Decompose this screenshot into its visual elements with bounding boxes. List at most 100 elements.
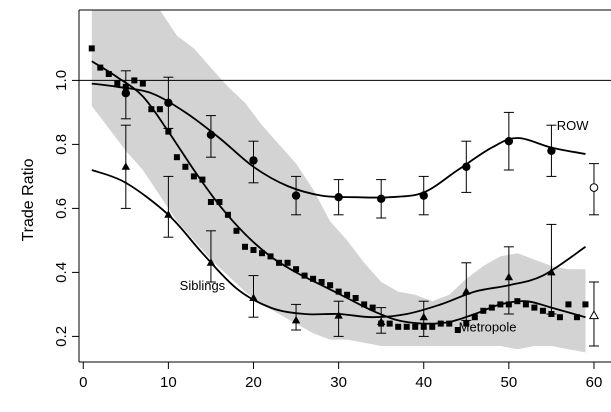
- point-metropole: [207, 199, 214, 205]
- point-row: [376, 194, 386, 203]
- point-metropole: [156, 106, 163, 113]
- point-metropole: [216, 199, 223, 205]
- point-metropole: [505, 301, 512, 308]
- point-metropole: [497, 301, 504, 308]
- point-metropole: [454, 327, 461, 333]
- point-siblings: [121, 162, 131, 170]
- point-metropole: [522, 301, 529, 308]
- point-metropole: [318, 279, 325, 285]
- point-metropole: [437, 320, 444, 327]
- point-metropole: [131, 77, 138, 84]
- point-siblings-endpoint: [588, 310, 600, 320]
- point-metropole: [301, 272, 308, 279]
- point-metropole: [556, 314, 563, 321]
- confidence-band: [91, 10, 586, 353]
- point-metropole: [327, 282, 334, 289]
- point-metropole: [352, 295, 359, 301]
- y-tick-label: 0.8: [53, 134, 70, 155]
- point-siblings: [504, 272, 514, 281]
- point-metropole: [199, 176, 206, 183]
- point-metropole: [97, 64, 104, 71]
- y-tick-label: 0.4: [53, 262, 70, 283]
- point-metropole: [335, 288, 342, 295]
- series-label-metropole: Metropole: [459, 320, 517, 335]
- series-label-row: ROW: [557, 118, 590, 133]
- point-metropole: [276, 259, 283, 266]
- x-tick-label: 60: [586, 374, 603, 391]
- x-tick-label: 0: [79, 374, 87, 391]
- point-metropole: [582, 301, 589, 308]
- point-metropole: [514, 298, 521, 305]
- point-metropole: [463, 320, 470, 327]
- point-siblings: [547, 267, 556, 276]
- point-metropole: [182, 163, 189, 170]
- confidence-band-layer: [91, 10, 586, 353]
- x-tick-label: 50: [501, 374, 518, 391]
- point-siblings: [206, 258, 216, 266]
- y-tick-label: 0.2: [53, 326, 70, 347]
- point-row: [291, 191, 301, 200]
- point-metropole: [139, 80, 146, 87]
- point-metropole: [190, 173, 197, 180]
- point-siblings: [291, 315, 301, 324]
- point-metropole: [344, 291, 351, 298]
- point-row: [334, 193, 343, 202]
- point-metropole: [310, 275, 317, 282]
- point-metropole: [105, 71, 112, 77]
- x-tick-label: 10: [160, 374, 177, 391]
- point-metropole: [488, 304, 495, 311]
- x-tick-label: 40: [415, 374, 432, 391]
- point-row: [504, 137, 514, 146]
- point-metropole: [539, 307, 546, 314]
- y-tick-label: 1.0: [53, 70, 70, 91]
- y-tick-label: 0.6: [53, 198, 70, 219]
- point-metropole: [395, 323, 402, 330]
- point-metropole: [250, 247, 257, 253]
- series-label-siblings: Siblings: [180, 278, 226, 293]
- y-axis-label: Trade Ratio: [20, 158, 37, 241]
- point-metropole: [429, 323, 436, 330]
- point-metropole: [412, 323, 419, 330]
- point-row: [547, 146, 556, 155]
- point-metropole: [241, 243, 248, 250]
- point-metropole: [369, 304, 376, 311]
- point-metropole: [284, 259, 291, 266]
- point-metropole: [378, 320, 385, 327]
- point-metropole: [403, 323, 410, 330]
- point-metropole: [114, 80, 121, 87]
- point-metropole: [165, 128, 172, 135]
- point-metropole: [446, 320, 453, 327]
- point-siblings: [419, 312, 428, 321]
- point-metropole: [480, 307, 487, 314]
- point-metropole: [361, 301, 368, 308]
- x-tick-label: 30: [330, 374, 347, 391]
- point-metropole: [548, 311, 555, 317]
- point-row: [462, 162, 471, 171]
- point-siblings: [334, 311, 343, 319]
- point-metropole: [148, 106, 155, 113]
- point-row: [419, 191, 428, 200]
- point-metropole: [471, 314, 478, 321]
- point-row: [164, 98, 173, 108]
- plot-frame: [78, 9, 611, 363]
- point-metropole: [267, 253, 274, 260]
- point-metropole: [233, 227, 240, 234]
- x-tick-label: 20: [245, 374, 262, 391]
- series-labels: ROW Siblings Metropole: [180, 118, 590, 335]
- point-metropole: [573, 314, 580, 321]
- point-row-endpoint: [589, 183, 599, 192]
- point-siblings: [164, 210, 173, 218]
- point-metropole: [259, 250, 266, 257]
- point-siblings: [462, 287, 471, 295]
- point-metropole: [173, 154, 180, 161]
- point-metropole: [386, 320, 393, 327]
- point-metropole: [565, 301, 572, 308]
- point-metropole: [531, 304, 538, 311]
- point-metropole: [293, 266, 300, 273]
- point-siblings: [249, 293, 258, 301]
- point-metropole: [88, 45, 95, 52]
- point-metropole: [224, 211, 231, 218]
- marker-layer: [88, 45, 600, 333]
- axis-ticks: 0 10 20 30 40 50 60 0.2 0.4 0.6 0.8 1.0: [53, 70, 602, 391]
